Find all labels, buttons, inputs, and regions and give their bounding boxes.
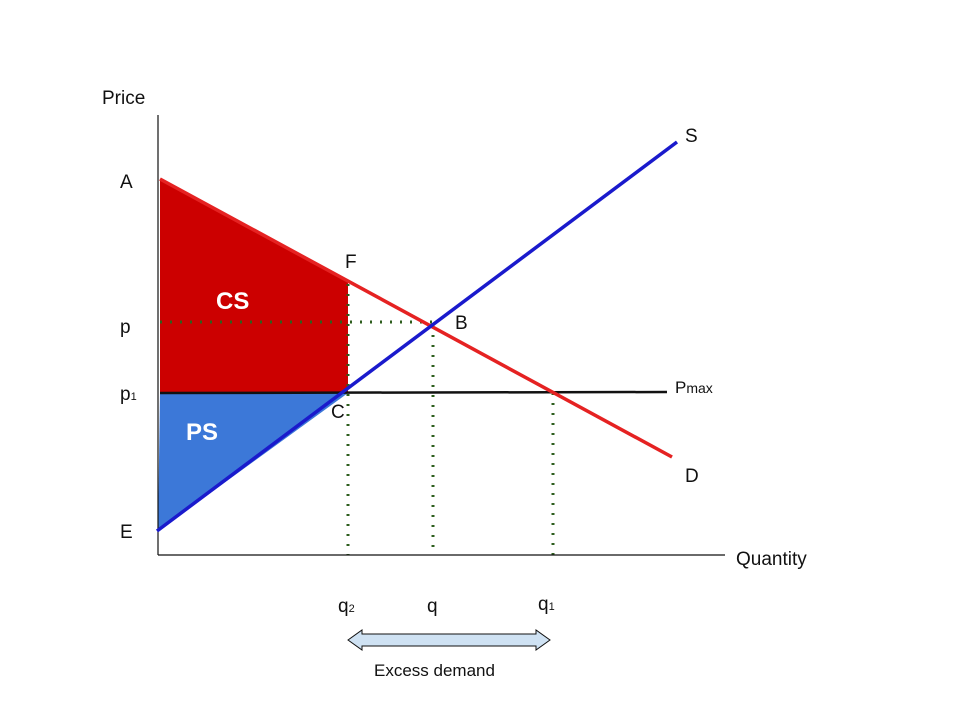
price-label-p: p [120,317,131,338]
price-label-e: E [120,522,133,543]
q1-base: q [538,594,549,615]
q1-subscript: 1 [549,601,555,613]
quantity-label-q1: q1 [538,594,555,615]
q2-base: q [338,596,349,617]
supply-curve [155,140,679,533]
price-label-a: A [120,172,133,193]
consumer-surplus-area [160,180,348,393]
pmax-subscript: max [686,380,712,396]
p1-base: p [120,384,131,405]
cs-label: CS [216,288,249,315]
excess-demand-arrow [347,629,551,651]
demand-label: D [685,466,699,487]
pmax-label: Pmax [675,378,713,397]
excess-demand-label: Excess demand [374,661,495,680]
point-label-c: C [331,402,345,423]
p1-subscript: 1 [131,391,137,403]
point-label-b: B [455,313,468,334]
supply-label: S [685,126,698,147]
quantity-label-q2: q2 [338,596,355,617]
ps-label: PS [186,419,218,446]
price-ceiling-line [159,390,668,395]
pmax-base: P [675,378,686,397]
y-axis-label: Price [102,88,145,109]
x-axis-label: Quantity [736,549,807,570]
point-label-f: F [345,252,357,273]
demand-curve [159,177,673,459]
quantity-label-q: q [427,596,438,617]
guide-lines [160,284,555,555]
price-label-p1: p1 [120,384,137,405]
q2-subscript: 2 [349,603,355,615]
